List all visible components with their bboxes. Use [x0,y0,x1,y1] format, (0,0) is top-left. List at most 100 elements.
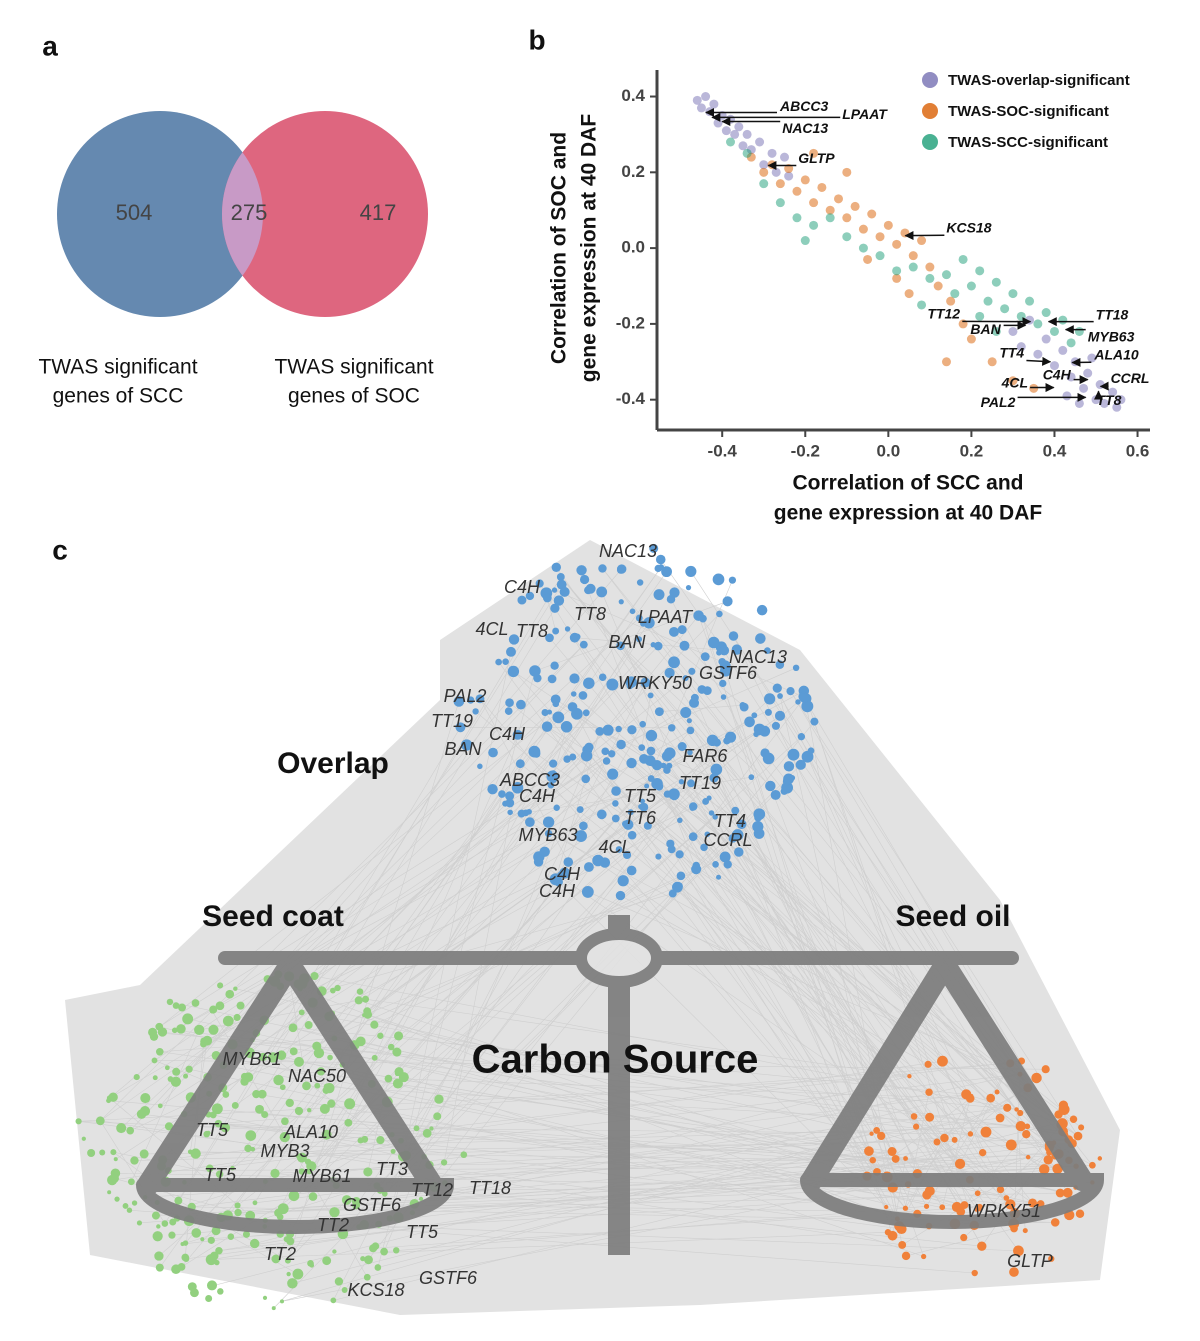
node [344,1118,353,1127]
edge [814,721,975,1226]
node [660,762,667,769]
node [655,554,666,565]
edge [601,591,671,754]
node [315,1045,321,1052]
node [902,1205,909,1211]
node [310,972,319,981]
node [616,641,625,651]
node [739,702,746,709]
gene-label: GSTF6 [419,1268,478,1288]
edge [737,834,909,1185]
node [626,865,637,876]
point [1116,395,1126,405]
annotation-arrow [1026,356,1052,366]
gene-label: GSTF6 [699,663,758,683]
node [980,1126,992,1138]
node [712,573,725,586]
node [354,996,363,1005]
node [271,1306,276,1311]
node [693,610,704,621]
node [1009,1267,1019,1277]
point [892,239,902,249]
node [227,1233,235,1240]
legend-marker [922,134,938,150]
node [363,1010,373,1019]
node [615,890,626,901]
point [991,277,1001,287]
edge [549,637,642,748]
node [553,804,560,811]
node [602,757,611,765]
node [106,1098,112,1104]
node [171,1027,178,1034]
edge [162,1031,1050,1146]
node [271,1254,281,1264]
node [211,1226,221,1236]
point [1074,326,1084,336]
set-label: genes of SOC [288,385,420,408]
gene-label: TT5 [624,786,657,806]
node [601,747,610,756]
node [667,845,676,854]
edge [588,571,667,684]
node [371,1054,378,1061]
point [1016,311,1026,321]
node [596,586,608,598]
panel-label: a [42,30,58,61]
node [285,1098,294,1108]
node [764,708,772,716]
point [784,164,794,174]
point [809,148,819,158]
node [327,1099,336,1108]
node [1041,1065,1050,1074]
gene-label: MYB63 [518,825,577,845]
point [1095,380,1105,390]
node [309,1263,315,1268]
annotation-label: GLTP [798,150,835,166]
edge [587,891,1021,1075]
node [461,739,473,751]
node [677,625,687,635]
node [140,1093,151,1104]
node [595,727,605,736]
node [569,753,577,761]
set-label: TWAS significant [38,356,197,379]
node [552,700,560,708]
node [689,697,700,708]
node [244,1144,252,1153]
node [352,1201,360,1208]
x-axis-label: gene expression at 40 DAF [774,502,1043,525]
edge [292,1133,872,1284]
gene-label: MYB61 [222,1049,281,1069]
gene-label: C4H [519,786,556,806]
point [1000,304,1010,314]
edge [230,1236,299,1275]
edge [373,1202,1033,1249]
edge [287,701,460,1261]
node [668,889,677,898]
edge [675,888,1011,1205]
node [276,1050,287,1061]
node [522,809,530,817]
node [110,1174,119,1183]
node [651,777,663,790]
point [1058,315,1068,325]
node [547,709,553,715]
gene-label: TT19 [679,773,721,793]
node [99,1149,106,1156]
node [719,645,730,656]
node [675,882,683,890]
gene-label: ALA10 [283,1122,338,1142]
node [792,664,800,672]
node [864,1146,874,1156]
edge [525,776,752,814]
node [787,748,800,761]
point [738,141,748,151]
node [191,1228,202,1238]
node [654,707,664,717]
edge [620,895,929,1065]
node [1069,1115,1078,1123]
point [892,266,902,276]
node [126,1207,133,1213]
node [707,636,720,649]
